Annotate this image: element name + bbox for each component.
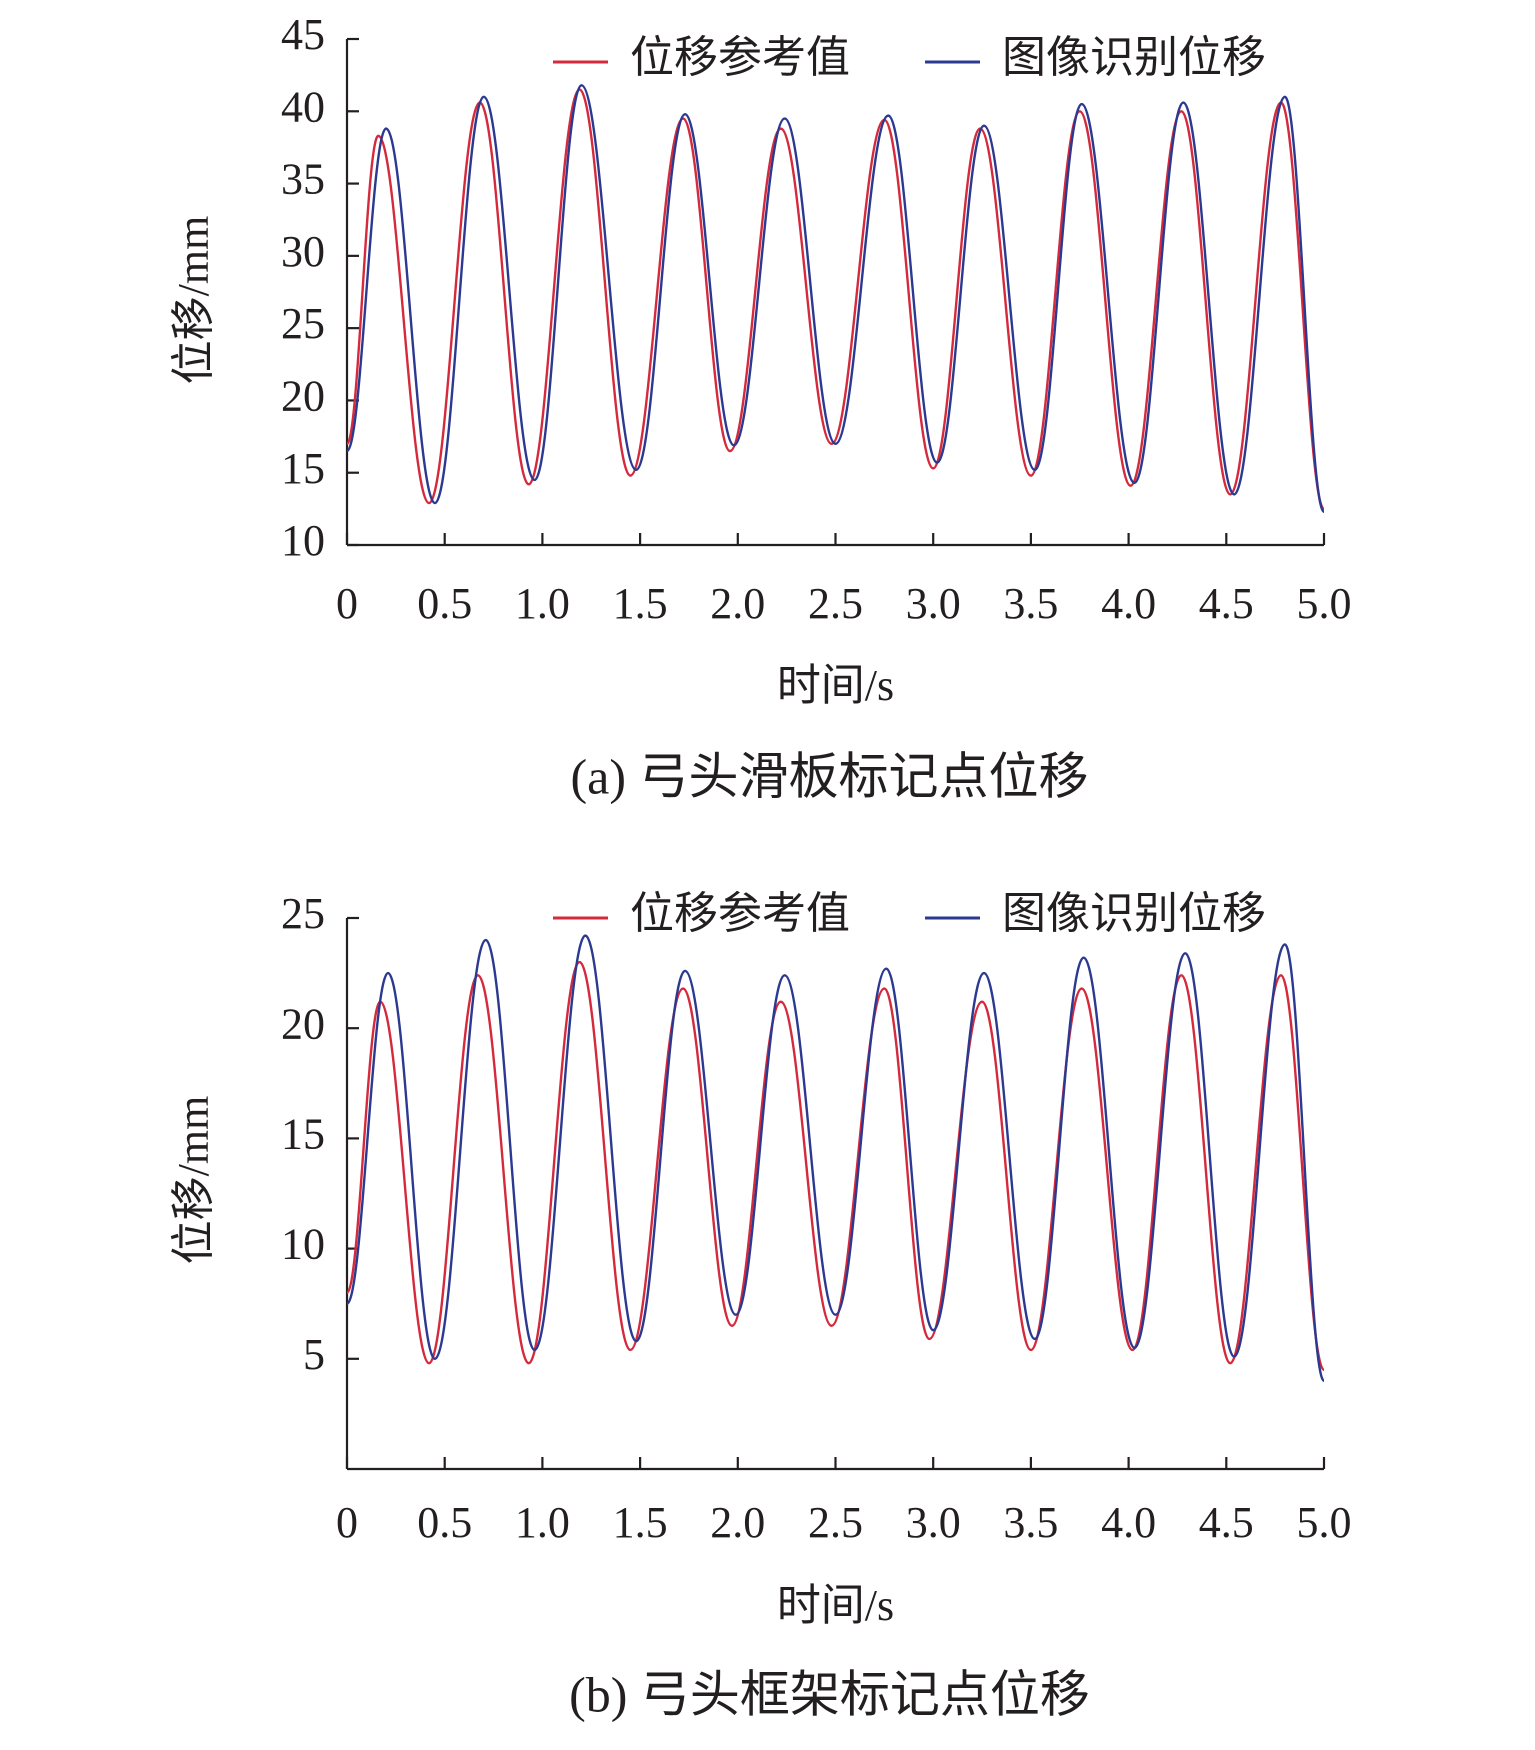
x-axis-title: 时间/s bbox=[777, 1581, 894, 1630]
legend-label: 位移参考值 bbox=[630, 889, 850, 938]
x-tick-label: 3.0 bbox=[906, 579, 961, 628]
data-line bbox=[345, 934, 1326, 1383]
caption: (b) 弓头框架标记点位移 bbox=[569, 1666, 1090, 1722]
y-tick-label: 35 bbox=[281, 155, 325, 204]
data-line bbox=[345, 84, 1326, 513]
x-tick-label: 0 bbox=[336, 1498, 358, 1547]
legend-label: 位移参考值 bbox=[630, 33, 850, 82]
y-tick-label: 10 bbox=[281, 516, 325, 565]
x-tick-label: 3.5 bbox=[1003, 579, 1058, 628]
y-tick-label: 15 bbox=[281, 1109, 325, 1158]
x-tick-label: 1.5 bbox=[613, 579, 668, 628]
data-line bbox=[345, 960, 1326, 1372]
y-axis-title: 位移/mm bbox=[169, 216, 218, 385]
caption: (a) 弓头滑板标记点位移 bbox=[571, 748, 1089, 804]
y-tick-label: 40 bbox=[281, 82, 325, 131]
x-tick-label: 0 bbox=[336, 579, 358, 628]
legend-label: 图像识别位移 bbox=[1002, 33, 1266, 82]
y-tick-label: 5 bbox=[303, 1330, 325, 1379]
x-tick-label: 2.5 bbox=[808, 1498, 863, 1547]
x-tick-label: 4.5 bbox=[1199, 579, 1254, 628]
x-tick-label: 4.0 bbox=[1101, 1498, 1156, 1547]
y-tick-label: 10 bbox=[281, 1220, 325, 1269]
x-tick-label: 0.5 bbox=[417, 579, 472, 628]
legend-label: 图像识别位移 bbox=[1002, 889, 1266, 938]
x-tick-label: 3.0 bbox=[906, 1498, 961, 1547]
x-tick-label: 5.0 bbox=[1297, 1498, 1352, 1547]
x-tick-label: 1.0 bbox=[515, 579, 570, 628]
y-tick-label: 45 bbox=[281, 10, 325, 59]
x-axis-title: 时间/s bbox=[777, 661, 894, 710]
x-tick-label: 5.0 bbox=[1297, 579, 1352, 628]
y-tick-label: 20 bbox=[281, 999, 325, 1048]
x-tick-label: 1.5 bbox=[613, 1498, 668, 1547]
x-tick-label: 0.5 bbox=[417, 1498, 472, 1547]
y-tick-label: 25 bbox=[281, 889, 325, 938]
y-tick-label: 30 bbox=[281, 227, 325, 276]
x-tick-label: 1.0 bbox=[515, 1498, 570, 1547]
y-tick-label: 20 bbox=[281, 372, 325, 421]
x-tick-label: 4.5 bbox=[1199, 1498, 1254, 1547]
x-tick-label: 2.5 bbox=[808, 579, 863, 628]
x-tick-label: 2.0 bbox=[710, 579, 765, 628]
x-tick-label: 2.0 bbox=[710, 1498, 765, 1547]
x-tick-label: 4.0 bbox=[1101, 579, 1156, 628]
y-tick-label: 25 bbox=[281, 299, 325, 348]
y-axis-title: 位移/mm bbox=[169, 1096, 218, 1265]
y-tick-label: 15 bbox=[281, 444, 325, 493]
data-line bbox=[345, 88, 1326, 511]
x-tick-label: 3.5 bbox=[1003, 1498, 1058, 1547]
